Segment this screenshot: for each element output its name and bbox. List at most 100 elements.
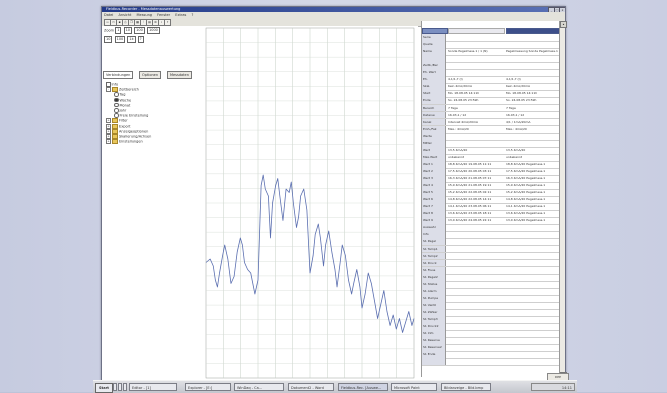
help-icon[interactable]: ?	[164, 19, 171, 26]
zoom-option[interactable]: 1	[115, 27, 122, 34]
table-row[interactable]: Max.Wert unbekannt unbekannt	[422, 153, 560, 162]
tree-radio-option[interactable]: Monat	[114, 102, 130, 108]
table-row[interactable]: S1 Temp1	[422, 245, 560, 254]
table-row[interactable]: Auswahl	[422, 224, 560, 233]
zoom-option[interactable]: 10	[123, 27, 133, 34]
table-row[interactable]: Zeitb./Ber	[422, 62, 560, 71]
table-row[interactable]: S1 Druck	[422, 259, 560, 268]
tree-radio-option[interactable]: Freie Einstellung	[114, 113, 148, 118]
radio-icon[interactable]	[114, 102, 119, 108]
tree-node[interactable]: + Skalierung/Achsen	[106, 134, 151, 140]
taskbar-item[interactable]: Explorer - [E:]	[185, 383, 231, 391]
quicklaunch-mail-icon[interactable]	[123, 383, 127, 391]
menu-extras[interactable]: Extras	[175, 13, 187, 17]
table-row[interactable]: S1 Zähler	[422, 308, 560, 317]
table-row[interactable]	[422, 55, 560, 64]
table-row[interactable]: S1 Pumpe	[422, 294, 560, 303]
table-row[interactable]: Wert 8 13,6 4mA/20 23.08.05 18:11 13,6 4mA…	[422, 210, 560, 219]
radio-icon[interactable]	[114, 113, 119, 118]
table-row[interactable]: S1 Temp3	[422, 316, 560, 324]
tree-node[interactable]: + Filter	[106, 118, 128, 124]
table-row[interactable]: Eh. 4,1/1,7 (I) 4,1/1,7 (I)	[422, 76, 560, 85]
taskbar-item[interactable]: Microsoft Paint	[391, 383, 437, 391]
table-row[interactable]: S1 Ventil	[422, 301, 560, 310]
tree-radio-option[interactable]: Tag	[114, 92, 125, 97]
tree-node[interactable]: Info	[106, 82, 118, 87]
table-row[interactable]: Name Sonde Pegelmess.1 / 1 (N) Pegelmessun…	[422, 48, 560, 56]
expand-icon[interactable]: +	[106, 139, 111, 145]
expand-icon[interactable]: +	[106, 134, 111, 139]
quicklaunch-browser-icon[interactable]	[118, 383, 122, 391]
table-row[interactable]: S1 Alarm	[422, 287, 560, 296]
menu-window[interactable]: Fenster	[157, 13, 171, 17]
table-row[interactable]: Wert 5 15,2 4mA/20 22.08.05 02:11 15,2 4mA…	[422, 189, 560, 197]
menu-help[interactable]: ?	[191, 13, 194, 17]
taskbar-item[interactable]: Fieldbus-Rec. [Auswe...	[338, 383, 388, 391]
expand-icon[interactable]: +	[106, 123, 111, 129]
scroll-up-icon[interactable]: ▴	[560, 21, 567, 28]
table-row[interactable]: Info	[422, 231, 560, 240]
radio-icon[interactable]	[114, 92, 119, 97]
table-row[interactable]: S1 Temp2	[422, 252, 560, 261]
quicklaunch-desktop-icon[interactable]	[113, 383, 117, 391]
table-row[interactable]: S1 Druck2	[422, 323, 560, 331]
table-row[interactable]: Skal. Kein 4mA/20mA Kein 4mA/20mA	[422, 83, 560, 92]
table-row[interactable]: S1 Pegel	[422, 238, 560, 247]
table-row[interactable]: Wert 13,5 4mA/20 13,5 4mA/20	[422, 146, 560, 155]
menu-file[interactable]: Datei	[104, 13, 114, 17]
table-row[interactable]: S1 Pegel2	[422, 273, 560, 282]
table-row[interactable]: Bereich 7 Tage 7 Tage	[422, 104, 560, 113]
tab-options[interactable]: Optionen	[139, 71, 162, 79]
question-icon[interactable]: ?	[137, 36, 144, 43]
table-row[interactable]: S1 Info	[422, 330, 560, 338]
table-row[interactable]: S1 Reserve2	[422, 344, 560, 353]
table-row[interactable]: S1 Ende	[422, 351, 560, 360]
radio-icon[interactable]	[114, 108, 119, 113]
table-row[interactable]: Wert 9 13,0 4mA/20 24.08.05 22:11 13,0 4mA…	[422, 217, 560, 226]
table-row[interactable]: Kanal Intervall 4mA/20mA 4/1 / 1mA/20mA	[422, 118, 560, 127]
taskbar-item[interactable]: Bildanzeige - Bild.bmp	[441, 383, 491, 391]
table-row[interactable]: Werte	[422, 132, 560, 141]
points-option[interactable]: 10	[104, 36, 113, 43]
menu-view[interactable]: Ansicht	[118, 13, 132, 17]
table-row[interactable]: Quelle	[422, 41, 560, 49]
tree-node[interactable]: - Zeitbereich	[106, 87, 139, 93]
table-row[interactable]	[422, 358, 560, 367]
table-row[interactable]: S1 Status	[422, 280, 560, 289]
taskbar-item[interactable]: WinDaq - Ca...	[234, 383, 284, 391]
table-row[interactable]: Wert 4 15,9 4mA/20 21.08.05 19:11 15,9 4mA…	[422, 182, 560, 190]
tree-radio-option[interactable]: Jahr	[114, 108, 126, 113]
collapse-icon[interactable]: -	[106, 87, 111, 93]
tree-node[interactable]: + Einstellungen	[106, 139, 143, 145]
table-row[interactable]: Wert 3 16,3 4mA/20 21.08.05 07:11 16,3 4mA…	[422, 175, 560, 183]
table-row[interactable]: Ende So. 24.08.05 23:59h So. 24.08.05 23:5…	[422, 97, 560, 106]
expand-icon[interactable]: +	[106, 118, 111, 124]
table-row[interactable]: Wert 1 18,8 4mA/20 19.08.05 11:11 18,8 4mA…	[422, 160, 560, 169]
tree-node[interactable]: + Export	[106, 123, 130, 130]
points-option[interactable]: 1k	[127, 36, 136, 43]
tab-data[interactable]: Messdaten	[167, 71, 192, 79]
taskbar-item[interactable]: Editor - [1]	[129, 383, 177, 391]
taskbar-item[interactable]: Dokument2 - Word	[288, 383, 334, 391]
table-row[interactable]: Wert 2 17,5 4mA/20 20.08.05 03:11 17,5 4mA…	[422, 167, 560, 176]
menu-measure[interactable]: Messung	[136, 13, 153, 17]
table-row[interactable]: Wert 7 14,1 4mA/20 23.08.05 06:11 14,1 4mA…	[422, 203, 560, 212]
zoom-option[interactable]: 100	[134, 27, 145, 34]
tab-connections[interactable]: Verbindungen	[103, 71, 134, 79]
close-button[interactable]: x	[559, 7, 565, 12]
tree-node[interactable]: + Anzeigeoptionen	[106, 128, 148, 135]
table-row[interactable]: S1 Reserve	[422, 337, 560, 346]
vertical-scrollbar[interactable]: ▴ ▾	[559, 21, 567, 379]
table-row[interactable]: Eh. Wert	[422, 69, 560, 78]
table-row[interactable]: S1 Fluss	[422, 266, 560, 275]
zoom-option[interactable]: 1000	[146, 27, 160, 34]
title-bar[interactable]: Fieldbus-Recorder - Messdatenauswertung …	[102, 7, 565, 12]
table-row[interactable]: Mittel	[422, 139, 560, 148]
tree-radio-option[interactable]: Woche	[114, 97, 131, 103]
expand-icon[interactable]: +	[106, 128, 111, 134]
table-row[interactable]: Datenw. 16.03,1 / 12 16.03,1 / 12	[422, 111, 560, 120]
radio-icon[interactable]	[114, 97, 119, 103]
table-row[interactable]: Einh./Fak Max.: 4mA/20 Max.: 4mA/20	[422, 125, 560, 134]
table-row[interactable]: Wert 6 14,8 4mA/20 22.08.05 14:11 14,8 4mA…	[422, 196, 560, 205]
points-option[interactable]: 100	[114, 36, 126, 43]
